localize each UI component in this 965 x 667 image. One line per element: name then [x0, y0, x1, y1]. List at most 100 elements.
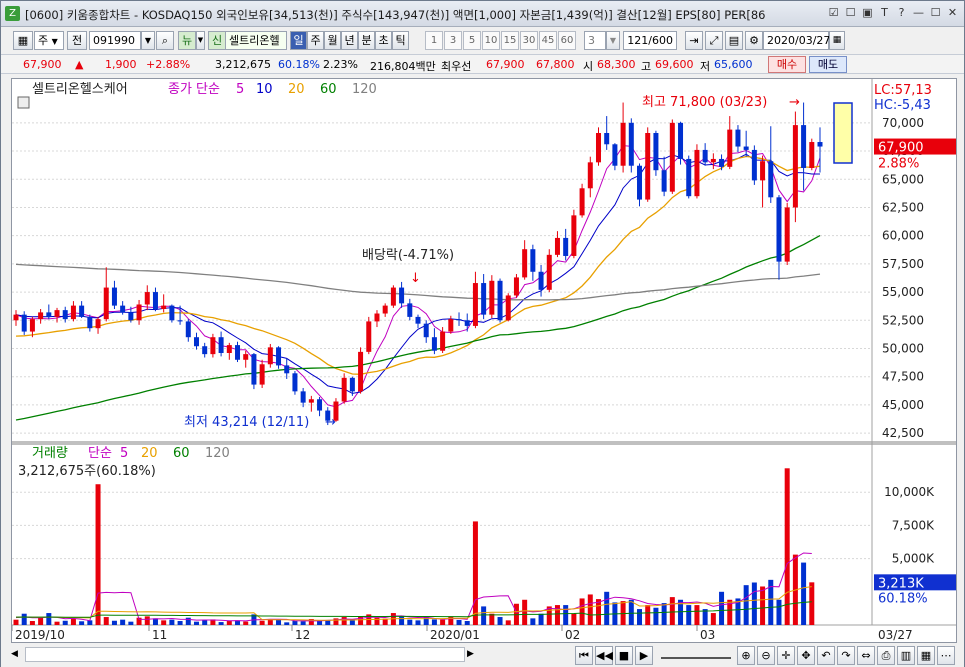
new-stock-button[interactable]: 신: [208, 31, 226, 50]
forecast-box: [833, 102, 853, 164]
calendar-icon[interactable]: ▦: [829, 31, 845, 50]
stock-code-input[interactable]: 091990: [89, 31, 141, 50]
title-button-6[interactable]: ☐: [930, 6, 941, 19]
high-label: 고: [641, 60, 652, 73]
interval-button-3[interactable]: 3: [444, 31, 462, 50]
fit-icon[interactable]: ⇔: [857, 646, 875, 665]
print-icon[interactable]: ⎙: [877, 646, 895, 665]
candle-body: [38, 312, 44, 320]
arrow-left-icon[interactable]: ↶: [817, 646, 835, 665]
candle-body: [522, 249, 528, 278]
next-page-icon[interactable]: ▶: [635, 646, 653, 665]
market-select[interactable]: 주 ▼: [34, 31, 64, 50]
price-tick-label: 60,000: [882, 229, 924, 243]
pan-icon[interactable]: ✥: [797, 646, 815, 665]
volume-bar: [579, 598, 585, 625]
interval-button-5[interactable]: 5: [463, 31, 481, 50]
interval-button-60[interactable]: 60: [558, 31, 576, 50]
ma-60-line: [15, 235, 821, 421]
period-tab-4[interactable]: 분: [358, 31, 375, 50]
candle-body: [678, 122, 684, 159]
period-tab-6[interactable]: 틱: [392, 31, 409, 50]
volume-bar: [431, 619, 437, 625]
more-icon[interactable]: ⋯: [937, 646, 955, 665]
volume-legend-3: 60: [173, 446, 190, 461]
price-legend-2: 10: [256, 82, 273, 97]
stop-icon[interactable]: ■: [615, 646, 633, 665]
prev-page-icon[interactable]: ◀◀: [595, 646, 613, 665]
layout-icon[interactable]: ▦: [917, 646, 935, 665]
chart-type-icon[interactable]: ▦: [13, 31, 33, 50]
interval-button-1[interactable]: 1: [425, 31, 443, 50]
title-button-2[interactable]: ▣: [862, 6, 873, 19]
volume-bar: [653, 607, 659, 625]
title-button-0[interactable]: ☑: [828, 6, 839, 19]
dividend-arrow-icon: ↓: [410, 271, 421, 286]
volume-legend-2: 20: [141, 446, 158, 461]
ma-10-line: [15, 153, 820, 394]
zoom-slider[interactable]: [661, 649, 731, 659]
title-button-7[interactable]: ✕: [947, 6, 958, 19]
zoom-out-icon[interactable]: ⊖: [757, 646, 775, 665]
interval-button-45[interactable]: 45: [539, 31, 557, 50]
volume-bar: [161, 620, 167, 625]
interval-button-15[interactable]: 15: [501, 31, 519, 50]
volume-bar: [54, 621, 60, 625]
settings-gear-icon[interactable]: ⚙: [745, 31, 763, 50]
prev-button[interactable]: 전: [67, 31, 87, 50]
chart-svg[interactable]: 70,00067,50065,00062,50060,00057,50055,0…: [11, 79, 956, 642]
arrow-right-icon[interactable]: ↷: [837, 646, 855, 665]
candle-body: [620, 122, 626, 166]
crosshair-icon[interactable]: ✛: [777, 646, 795, 665]
period-tab-1[interactable]: 주: [307, 31, 324, 50]
period-tab-2[interactable]: 월: [324, 31, 341, 50]
date-input[interactable]: 2020/03/27: [763, 31, 830, 50]
scroll-left-icon[interactable]: ◀: [11, 649, 18, 659]
xaxis-label-1: 11: [152, 628, 167, 642]
volume-bar: [628, 599, 634, 625]
interval-input[interactable]: 3: [584, 31, 606, 50]
price-legend-5: 120: [352, 82, 377, 97]
candle-body: [193, 337, 199, 347]
title-button-4[interactable]: ?: [898, 6, 905, 19]
candle-body: [546, 254, 552, 290]
zoom-icon[interactable]: ⤢: [705, 31, 723, 50]
volume-legend-0: 단순: [88, 446, 112, 461]
title-button-1[interactable]: ☐: [845, 6, 856, 19]
volume-bar: [358, 616, 364, 625]
period-tab-5[interactable]: 초: [375, 31, 392, 50]
zoom-in-icon[interactable]: ⊕: [737, 646, 755, 665]
volume-value: 3,212,675: [215, 58, 271, 71]
period-tab-0[interactable]: 일: [290, 31, 307, 50]
data-count-field[interactable]: 121/600: [623, 31, 677, 50]
split-icon[interactable]: ▥: [897, 646, 915, 665]
interval-button-10[interactable]: 10: [482, 31, 500, 50]
period-tab-3[interactable]: 년: [341, 31, 358, 50]
save-icon[interactable]: ▤: [725, 31, 743, 50]
sell-button[interactable]: 매도: [809, 56, 847, 73]
scroll-track[interactable]: [25, 647, 465, 662]
code-dropdown-icon[interactable]: ▼: [141, 31, 155, 50]
volume-bar: [620, 601, 626, 625]
scroll-right-icon[interactable]: ▶: [467, 649, 474, 659]
candle-body: [284, 365, 290, 374]
volume-bar: [103, 617, 109, 625]
price-tick-label: 57,500: [882, 257, 924, 271]
candle-body: [341, 377, 347, 402]
chart-area[interactable]: 70,00067,50065,00062,50060,00057,50055,0…: [11, 78, 957, 643]
candle-body: [103, 287, 109, 320]
title-button-5[interactable]: —: [913, 6, 924, 19]
candle-body: [54, 310, 60, 317]
title-button-3[interactable]: T: [881, 6, 888, 19]
news-button[interactable]: 뉴: [178, 31, 196, 50]
first-page-icon[interactable]: ⏮: [575, 646, 593, 665]
news-dropdown-icon[interactable]: ▼: [196, 31, 205, 50]
volume-summary: 3,212,675주(60.18%): [18, 464, 156, 479]
interval-dropdown-icon[interactable]: ▼: [606, 31, 620, 50]
scroll-all-icon[interactable]: ⇥: [685, 31, 703, 50]
search-icon[interactable]: ⌕: [156, 31, 174, 50]
buy-button[interactable]: 매수: [768, 56, 806, 73]
interval-button-30[interactable]: 30: [520, 31, 538, 50]
candle-body: [784, 207, 790, 262]
